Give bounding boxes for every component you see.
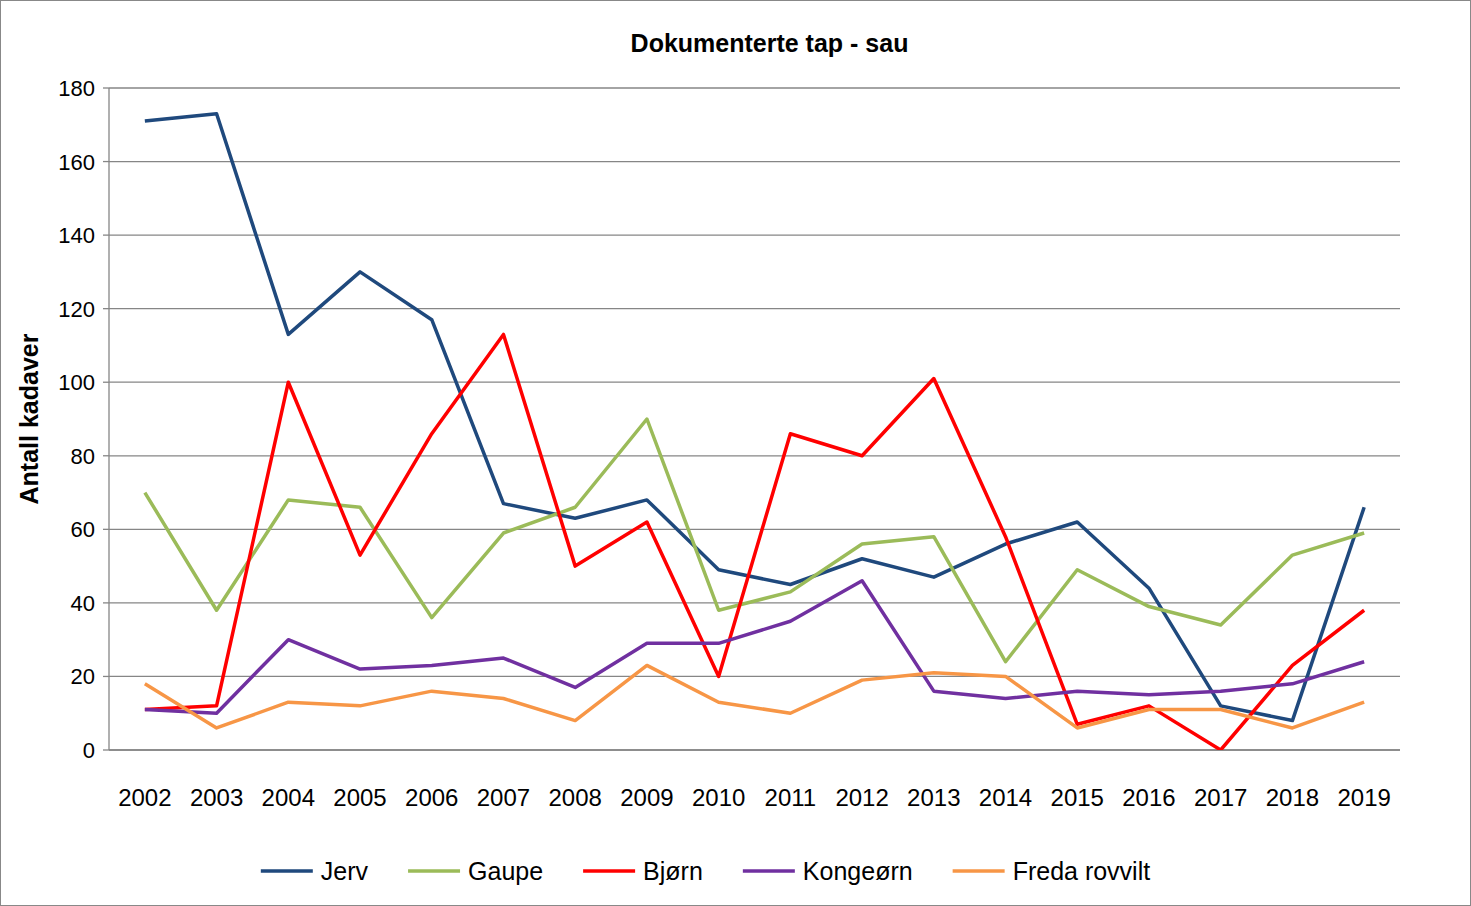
x-tick-label: 2008	[548, 784, 601, 811]
y-tick-label: 180	[58, 76, 95, 101]
x-tick-label: 2016	[1122, 784, 1175, 811]
grid-line	[109, 87, 1400, 88]
x-axis	[109, 749, 1400, 750]
y-tick-mark	[103, 234, 109, 235]
series-line	[145, 581, 1364, 713]
legend-item: Bjørn	[583, 857, 703, 885]
title: Dokumenterte tap - sau	[631, 29, 909, 57]
x-tick-label: 2019	[1337, 784, 1390, 811]
legend: Jerv Gaupe Bjørn Kongeørn Freda rovvilt	[261, 857, 1150, 885]
y-tick-mark	[103, 308, 109, 309]
grid-line	[109, 455, 1400, 456]
y-tick-label: 140	[58, 223, 95, 248]
legend-swatch	[261, 869, 313, 873]
legend-label: Freda rovvilt	[1013, 857, 1151, 885]
y-tick-label: 0	[83, 738, 95, 763]
grid-line	[109, 308, 1400, 309]
grid-line	[109, 382, 1400, 383]
grid-line	[109, 234, 1400, 235]
y-tick-mark	[103, 87, 109, 88]
series-line	[145, 419, 1364, 662]
legend-item: Freda rovvilt	[953, 857, 1151, 885]
legend-label: Gaupe	[468, 857, 543, 885]
x-tick-label: 2005	[333, 784, 386, 811]
x-tick-label: 2004	[262, 784, 315, 811]
grid-line	[109, 161, 1400, 162]
legend-swatch	[583, 869, 635, 873]
y-axis	[108, 88, 109, 750]
legend-item: Kongeørn	[743, 857, 913, 885]
x-tick-label: 2006	[405, 784, 458, 811]
legend-item: Gaupe	[408, 857, 543, 885]
x-tick-label: 2018	[1266, 784, 1319, 811]
series-line	[145, 334, 1364, 750]
y-tick-mark	[103, 455, 109, 456]
series-line	[145, 665, 1364, 728]
y-tick-label: 120	[58, 297, 95, 322]
series-group	[145, 114, 1364, 750]
legend-label: Bjørn	[643, 857, 703, 885]
x-tick-label: 2009	[620, 784, 673, 811]
legend-swatch	[408, 869, 460, 873]
x-tick-label: 2013	[907, 784, 960, 811]
series-line	[145, 114, 1364, 721]
x-tick-label: 2010	[692, 784, 745, 811]
legend-swatch	[953, 869, 1005, 873]
x-tick-label: 2012	[835, 784, 888, 811]
chart-border	[1, 1, 1471, 906]
x-tick-label: 2002	[118, 784, 171, 811]
y-tick-mark	[103, 382, 109, 383]
x-tick-label: 2015	[1051, 784, 1104, 811]
y-tick-label: 20	[71, 664, 95, 689]
y-tick-label: 60	[71, 517, 95, 542]
x-tick-label: 2011	[765, 784, 817, 811]
grid-line	[109, 529, 1400, 530]
y-axis-label: Antall kadaver	[15, 333, 43, 504]
chart: Dokumenterte tap - sau Antall kadaver 0 20 4…	[0, 0, 1471, 906]
y-tick-mark	[103, 602, 109, 603]
y-tick-label: 160	[58, 150, 95, 175]
y-tick-label: 40	[71, 591, 95, 616]
y-tick-label: 100	[58, 370, 95, 395]
y-tick-label: 80	[71, 444, 95, 469]
legend-swatch	[743, 869, 795, 873]
x-tick-label: 2007	[477, 784, 530, 811]
x-tick-label: 2017	[1194, 784, 1247, 811]
x-tick-label: 2003	[190, 784, 243, 811]
y-tick-mark	[103, 676, 109, 677]
legend-label: Kongeørn	[803, 857, 913, 885]
y-tick-mark	[103, 529, 109, 530]
grid-line	[109, 676, 1400, 677]
y-tick-mark	[103, 161, 109, 162]
grid-line	[109, 749, 1400, 750]
legend-item: Jerv	[261, 857, 369, 885]
x-tick-label: 2014	[979, 784, 1032, 811]
legend-label: Jerv	[321, 857, 369, 885]
y-tick-mark	[103, 749, 109, 750]
